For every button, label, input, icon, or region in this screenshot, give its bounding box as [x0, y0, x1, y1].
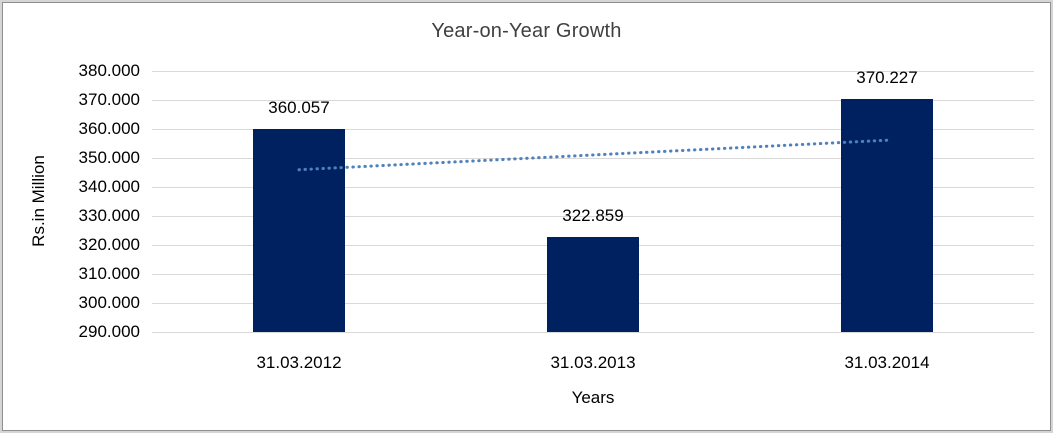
y-tick-label: 300.000: [78, 293, 140, 312]
y-tick-label: 380.000: [78, 61, 140, 80]
data-label: 360.057: [268, 98, 330, 117]
y-tick-label: 370.000: [78, 90, 140, 109]
x-tick-label: 31.03.2012: [256, 353, 342, 372]
y-tick-label: 330.000: [78, 206, 140, 225]
data-label: 370.227: [856, 68, 918, 87]
y-axis-title: Rs.in Million: [29, 155, 48, 247]
gridline: [152, 158, 1034, 159]
gridline: [152, 71, 1034, 72]
gridline: [152, 100, 1034, 101]
bar-31.03.2014: [841, 99, 933, 332]
y-tick-label: 360.000: [78, 119, 140, 138]
plot-area: [152, 71, 1034, 333]
trendline: [297, 138, 889, 172]
gridline: [152, 129, 1034, 130]
gridline: [152, 187, 1034, 188]
bar-31.03.2013: [547, 237, 639, 332]
y-tick-label: 310.000: [78, 264, 140, 283]
gridline: [152, 216, 1034, 217]
y-tick-label: 340.000: [78, 177, 140, 196]
bar-31.03.2012: [253, 129, 345, 332]
x-tick-label: 31.03.2013: [550, 353, 636, 372]
x-tick-label: 31.03.2014: [844, 353, 930, 372]
gridline: [152, 332, 1034, 333]
y-tick-label: 290.000: [78, 322, 140, 341]
y-tick-label: 350.000: [78, 148, 140, 167]
trendline-path: [297, 138, 889, 172]
data-label: 322.859: [562, 206, 624, 225]
x-axis-title: Years: [571, 388, 615, 407]
y-tick-label: 320.000: [78, 235, 140, 254]
chart-title: Year-on-Year Growth: [431, 20, 622, 42]
